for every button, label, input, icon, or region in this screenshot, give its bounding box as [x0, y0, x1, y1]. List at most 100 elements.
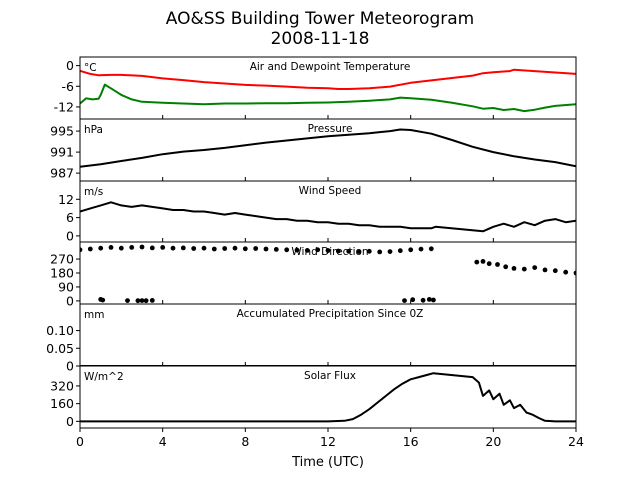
- wind-direction-ytick-label: 0: [66, 293, 74, 308]
- wind-speed-title: Wind Speed: [299, 185, 362, 197]
- pressure-panel: 995 991 987 hPa Pressure: [50, 118, 577, 182]
- wind-direction-point: [149, 298, 155, 303]
- temperature-series-1: [80, 68, 576, 90]
- wind-direction-point: [335, 248, 341, 254]
- wind-direction-point: [486, 261, 492, 267]
- precipitation-unit-label: mm: [84, 309, 104, 321]
- x-tick-label: 16: [403, 434, 419, 449]
- wind-direction-point: [139, 244, 145, 250]
- wind-speed-ytick-label: 0: [66, 228, 74, 243]
- wind-direction-point: [135, 298, 141, 304]
- wind-direction-point: [573, 270, 576, 276]
- solar-flux-unit-label: W/m^2: [84, 371, 124, 383]
- x-tick-label: 24: [568, 434, 584, 449]
- wind-direction-point: [149, 245, 155, 251]
- wind-direction-point: [222, 246, 228, 251]
- x-tick-label: 8: [241, 434, 249, 449]
- wind-speed-unit-label: m/s: [84, 186, 103, 198]
- wind-direction-point: [480, 259, 486, 264]
- wind-direction-point: [180, 245, 186, 251]
- wind-direction-ytick-label: 180: [50, 266, 74, 281]
- wind-direction-point: [474, 259, 480, 265]
- wind-direction-point: [402, 298, 407, 303]
- wind-direction-point: [191, 246, 197, 251]
- wind-direction-point: [428, 246, 434, 252]
- wind-direction-point: [397, 248, 403, 254]
- x-tick-label: 4: [159, 434, 167, 449]
- wind-speed-ytick-label: 6: [66, 210, 74, 225]
- pressure-ytick-label: 995: [50, 124, 74, 139]
- pressure-title: Pressure: [308, 123, 353, 135]
- x-axis-label: Time (UTC): [291, 455, 364, 470]
- wind-direction-point: [118, 245, 124, 251]
- wind-direction-series-1: [80, 244, 576, 304]
- wind-direction-point: [294, 247, 300, 253]
- wind-speed-panel: 12 6 0 m/s Wind Speed: [58, 180, 577, 243]
- solar-flux-ytick-label: 160: [50, 396, 74, 411]
- wind-direction-point: [325, 248, 331, 253]
- wind-speed-ytick-label: 12: [58, 192, 74, 207]
- wind-speed-series-1: [80, 201, 576, 233]
- wind-direction-point: [284, 247, 290, 253]
- wind-direction-point: [426, 297, 432, 302]
- solar-flux-series-1: [80, 372, 576, 423]
- wind-direction-point: [346, 248, 352, 254]
- precipitation-ytick-label: 0.05: [46, 341, 74, 356]
- temperature-ytick-label: 0: [66, 58, 74, 73]
- temperature-panel: 0 -6 -12 °C Air and Dewpoint Temperature: [54, 56, 577, 120]
- wind-direction-point: [125, 298, 130, 303]
- solar-flux-ytick-label: 320: [50, 378, 74, 393]
- temperature-ytick-label: -6: [62, 79, 75, 94]
- wind-direction-point: [160, 245, 166, 250]
- pressure-unit-label: hPa: [84, 124, 103, 136]
- temperature-title: Air and Dewpoint Temperature: [250, 61, 411, 73]
- x-tick-label: 0: [76, 434, 84, 449]
- wind-direction-point: [232, 245, 238, 251]
- wind-direction-point: [100, 297, 106, 303]
- wind-direction-point: [420, 297, 426, 303]
- wind-direction-point: [356, 249, 362, 255]
- wind-direction-point: [304, 248, 310, 253]
- x-axis: 0 4 8 12 16 20 24: [76, 428, 584, 449]
- temperature-series-2: [80, 83, 576, 113]
- wind-direction-point: [410, 297, 416, 303]
- wind-direction-point: [408, 247, 414, 253]
- wind-direction-ytick-label: 270: [50, 252, 74, 267]
- wind-direction-point: [273, 247, 279, 252]
- wind-direction-point: [108, 245, 114, 250]
- wind-direction-point: [377, 249, 383, 255]
- wind-direction-point: [87, 246, 93, 252]
- wind-direction-point: [201, 245, 207, 251]
- wind-direction-point: [387, 249, 393, 255]
- panels: 0-6-12°C Air and Dewpoint Temperature9959…: [46, 56, 577, 429]
- wind-direction-ytick-label: 90: [58, 279, 74, 294]
- x-tick-label: 20: [485, 434, 501, 449]
- wind-direction-point: [263, 246, 269, 252]
- wind-direction-point: [521, 266, 527, 272]
- pressure-series-1: [80, 128, 576, 168]
- wind-direction-point: [129, 245, 135, 250]
- solar-flux-ytick-label: 0: [66, 414, 74, 429]
- figure-date: 2008-11-18: [271, 29, 370, 49]
- precipitation-panel: 0.10 0.05 0 mm Accumulated Precipitation Sin…: [46, 303, 577, 374]
- solar-flux-title: Solar Flux: [304, 370, 356, 382]
- temperature-ytick-label: -12: [54, 99, 74, 114]
- wind-direction-point: [139, 298, 145, 303]
- pressure-ytick-label: 991: [50, 145, 74, 160]
- wind-direction-point: [366, 248, 372, 254]
- wind-direction-point: [80, 247, 83, 253]
- wind-direction-point: [253, 246, 259, 251]
- wind-direction-point: [143, 298, 149, 304]
- temperature-unit-label: °C: [84, 62, 97, 74]
- precipitation-ytick-label: 0.10: [46, 323, 74, 338]
- wind-direction-title: Wind Direction: [291, 246, 368, 258]
- precipitation-title: Accumulated Precipitation Since 0Z: [237, 308, 424, 320]
- wind-direction-point: [170, 245, 176, 251]
- wind-direction-point: [532, 265, 538, 270]
- wind-direction-point: [431, 297, 436, 303]
- pressure-ytick-label: 987: [50, 166, 74, 181]
- wind-direction-point: [242, 246, 248, 252]
- wind-direction-point: [98, 245, 104, 251]
- wind-direction-point: [503, 264, 509, 270]
